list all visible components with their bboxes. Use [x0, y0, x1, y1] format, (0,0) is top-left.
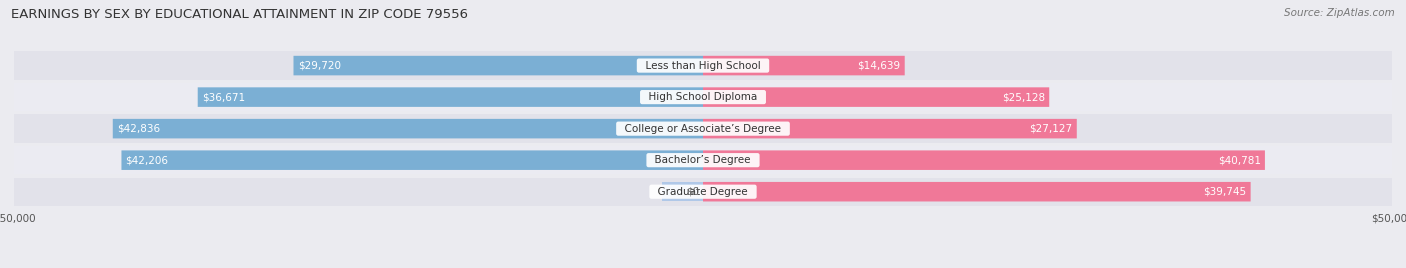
Bar [112, 119, 703, 138]
Text: $39,745: $39,745 [1204, 187, 1247, 197]
Bar [14, 114, 1392, 143]
Bar [198, 87, 703, 107]
Text: $42,836: $42,836 [117, 124, 160, 134]
Bar [703, 182, 1251, 202]
Text: $14,639: $14,639 [858, 61, 901, 70]
Bar [703, 56, 904, 75]
Bar [121, 150, 703, 170]
Text: $36,671: $36,671 [202, 92, 245, 102]
Text: Graduate Degree: Graduate Degree [651, 187, 755, 197]
Text: $40,781: $40,781 [1218, 155, 1261, 165]
Bar [703, 150, 1265, 170]
Bar [14, 83, 1392, 111]
Text: $25,128: $25,128 [1002, 92, 1045, 102]
Text: Source: ZipAtlas.com: Source: ZipAtlas.com [1284, 8, 1395, 18]
Bar [294, 56, 703, 75]
Text: $42,206: $42,206 [125, 155, 169, 165]
Text: $27,127: $27,127 [1029, 124, 1073, 134]
Legend: Male, Female: Male, Female [644, 264, 762, 268]
Bar [14, 51, 1392, 80]
Text: High School Diploma: High School Diploma [643, 92, 763, 102]
Text: $0: $0 [686, 187, 699, 197]
Bar [703, 87, 1049, 107]
Bar [703, 119, 1077, 138]
Bar [14, 177, 1392, 206]
Bar [662, 182, 703, 202]
Text: EARNINGS BY SEX BY EDUCATIONAL ATTAINMENT IN ZIP CODE 79556: EARNINGS BY SEX BY EDUCATIONAL ATTAINMEN… [11, 8, 468, 21]
Text: Less than High School: Less than High School [638, 61, 768, 70]
Text: $29,720: $29,720 [298, 61, 340, 70]
Text: College or Associate’s Degree: College or Associate’s Degree [619, 124, 787, 134]
Bar [14, 146, 1392, 174]
Text: Bachelor’s Degree: Bachelor’s Degree [648, 155, 758, 165]
